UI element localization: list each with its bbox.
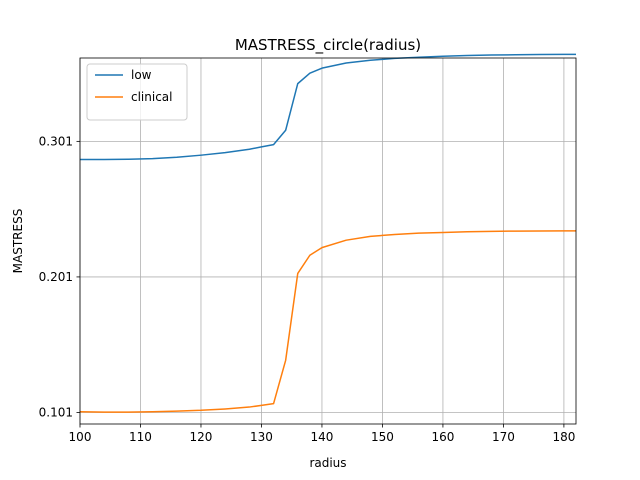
x-tick-label: 160: [431, 430, 454, 444]
x-tick-label: 140: [310, 430, 333, 444]
x-tick-label: 170: [492, 430, 515, 444]
legend-label-clinical: clinical: [131, 90, 173, 104]
y-tick-label: 0.301: [39, 134, 73, 148]
y-tick-label: 0.201: [39, 270, 73, 284]
chart-title: MASTRESS_circle(radius): [235, 36, 421, 55]
series-line-clinical: [79, 230, 576, 413]
series-layer: [79, 53, 576, 413]
series-line-low: [80, 53, 576, 161]
x-tick-label: 100: [69, 430, 92, 444]
ticks: 100 110 120 130 140 150 160 170 180 0.101 0.201 0.3…: [39, 134, 576, 444]
x-tick-label: 150: [371, 430, 394, 444]
y-tick-label: 0.101: [39, 405, 73, 419]
grid: [79, 58, 576, 424]
x-axis-label: radius: [309, 456, 346, 470]
x-tick-label: 180: [552, 430, 575, 444]
legend: low clinical: [86, 63, 188, 121]
legend-label-low: low: [131, 68, 152, 82]
x-tick-label: 130: [250, 430, 273, 444]
x-tick-label: 120: [190, 430, 213, 444]
y-axis-label: MASTRESS: [11, 209, 25, 274]
x-tick-label: 110: [129, 430, 152, 444]
plot-frame: [79, 57, 577, 425]
legend-box: [86, 63, 188, 121]
